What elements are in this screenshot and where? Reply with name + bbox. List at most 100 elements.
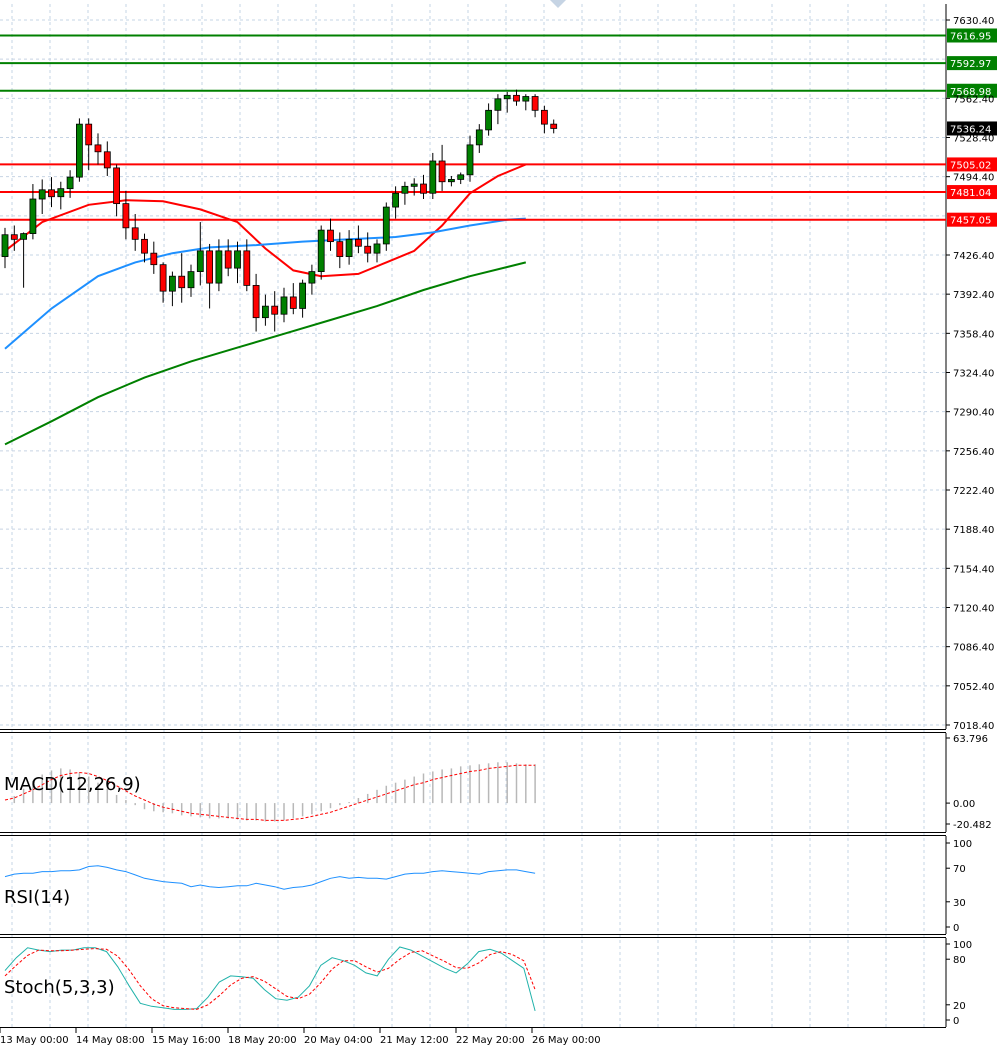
candle-body bbox=[457, 174, 465, 180]
candle-body bbox=[475, 129, 483, 146]
level-price-label: 7616.95 bbox=[950, 31, 991, 42]
candle-body bbox=[243, 250, 251, 286]
level-price-label: 7481.04 bbox=[950, 188, 991, 199]
level-price-label: 7505.02 bbox=[950, 160, 991, 171]
candle-body bbox=[76, 123, 83, 178]
candle-body bbox=[345, 238, 353, 258]
candle-body bbox=[85, 123, 93, 146]
axis-tick-label: 7120.40 bbox=[953, 604, 994, 615]
axis-tick-label: 0.00 bbox=[953, 799, 975, 810]
candle-body bbox=[541, 109, 548, 125]
candle-body bbox=[299, 282, 307, 309]
axis-tick-label: 7528.40 bbox=[953, 134, 994, 145]
moving-average-line bbox=[4, 217, 526, 350]
candle-body bbox=[531, 96, 539, 111]
candle-body bbox=[317, 229, 325, 272]
axis-tick-label: 70 bbox=[953, 864, 966, 875]
candle-body bbox=[103, 151, 111, 169]
macd-signal-line bbox=[4, 764, 536, 821]
candle-body bbox=[150, 252, 158, 266]
indicators: 63.796 0.00 -20.482 100 70 30 0 100 80 20 0 bbox=[4, 734, 992, 1027]
candle-body bbox=[513, 94, 520, 102]
candle-body bbox=[159, 264, 167, 292]
price-axis: 7616.95 7592.97 7568.98 7505.02 7481.04 7457.… bbox=[946, 16, 997, 732]
candle-body bbox=[206, 250, 214, 284]
level-price-label: 7592.97 bbox=[950, 59, 991, 70]
axis-tick-label: 7426.40 bbox=[953, 251, 994, 262]
axis-tick-label: 80 bbox=[953, 955, 966, 966]
stoch-d-line bbox=[4, 948, 536, 1010]
indicator-labels: MACD(12,26,9) RSI(14) Stoch(5,3,3) bbox=[4, 774, 141, 998]
axis-tick-label: 7562.40 bbox=[953, 94, 994, 105]
time-tick-label: 13 May 00:00 bbox=[0, 1035, 69, 1046]
candlesticks bbox=[1, 89, 558, 332]
axis-tick-label: 7392.40 bbox=[953, 290, 994, 301]
time-tick-label: 18 May 20:00 bbox=[228, 1035, 297, 1046]
candle-body bbox=[141, 238, 148, 254]
level-price-tag bbox=[947, 83, 997, 98]
scroll-marker-icon bbox=[550, 0, 566, 8]
candle-body bbox=[234, 250, 241, 269]
candle-body bbox=[57, 188, 65, 198]
candle-body bbox=[280, 296, 288, 315]
rsi-label: RSI(14) bbox=[4, 887, 70, 908]
level-price-tag bbox=[947, 28, 997, 43]
candle-body bbox=[20, 233, 28, 240]
candle-body bbox=[196, 250, 204, 272]
candle-body bbox=[122, 203, 130, 229]
candle-body bbox=[382, 206, 390, 245]
macd-label: MACD(12,26,9) bbox=[4, 774, 141, 795]
candle-body bbox=[503, 94, 511, 100]
axis-tick-label: 7052.40 bbox=[953, 682, 994, 693]
axis-tick-label: 7154.40 bbox=[953, 564, 994, 575]
axis-tick-label: 0 bbox=[953, 1016, 959, 1027]
axis-tick-label: 7494.40 bbox=[953, 173, 994, 184]
axis-tick-label: 7630.40 bbox=[953, 16, 994, 27]
axis-tick-label: 7188.40 bbox=[953, 525, 994, 536]
time-tick-label: 20 May 04:00 bbox=[304, 1035, 373, 1046]
candle-body bbox=[187, 271, 195, 289]
axis-tick-label: 30 bbox=[953, 898, 966, 909]
candle-body bbox=[178, 275, 186, 289]
candle-body bbox=[271, 305, 279, 315]
candle-body bbox=[94, 144, 102, 153]
time-tick-label: 14 May 08:00 bbox=[76, 1035, 145, 1046]
time-tick-label: 26 May 00:00 bbox=[532, 1035, 601, 1046]
candle-body bbox=[494, 98, 502, 111]
candle-body bbox=[522, 96, 530, 102]
time-tick-label: 15 May 16:00 bbox=[152, 1035, 221, 1046]
candle-body bbox=[215, 250, 223, 284]
axis-tick-label: 7222.40 bbox=[953, 486, 994, 497]
axis-tick-label: 7290.40 bbox=[953, 408, 994, 419]
candle-body bbox=[550, 123, 558, 129]
candle-body bbox=[466, 144, 474, 176]
candle-body bbox=[29, 198, 37, 234]
candle-body bbox=[327, 229, 334, 243]
axis-tick-label: 7256.40 bbox=[953, 447, 994, 458]
level-price-label: 7568.98 bbox=[950, 87, 991, 98]
candle-body bbox=[438, 160, 446, 183]
candle-body bbox=[392, 192, 400, 208]
candle-body bbox=[168, 275, 176, 292]
candle-body bbox=[289, 296, 297, 309]
candle-body bbox=[10, 234, 18, 240]
candle-body bbox=[485, 109, 493, 131]
candle-body bbox=[113, 167, 120, 205]
candle-body bbox=[66, 176, 74, 190]
current-price-tag bbox=[947, 121, 997, 136]
candle-body bbox=[401, 185, 409, 194]
level-price-tag bbox=[947, 185, 997, 200]
candle-body bbox=[252, 285, 260, 319]
level-price-tag bbox=[947, 56, 997, 71]
level-price-tag bbox=[947, 157, 997, 172]
time-axis: 13 May 00:00 14 May 08:00 15 May 16:00 18 M… bbox=[0, 1028, 601, 1046]
level-price-label: 7457.05 bbox=[950, 216, 991, 227]
candle-body bbox=[224, 250, 232, 269]
current-price-label: 7536.24 bbox=[950, 124, 991, 135]
candle-body bbox=[131, 227, 139, 240]
candle-body bbox=[364, 245, 372, 254]
horizontal-levels bbox=[0, 34, 946, 221]
time-tick-label: 21 May 12:00 bbox=[380, 1035, 449, 1046]
candle-body bbox=[38, 189, 46, 200]
